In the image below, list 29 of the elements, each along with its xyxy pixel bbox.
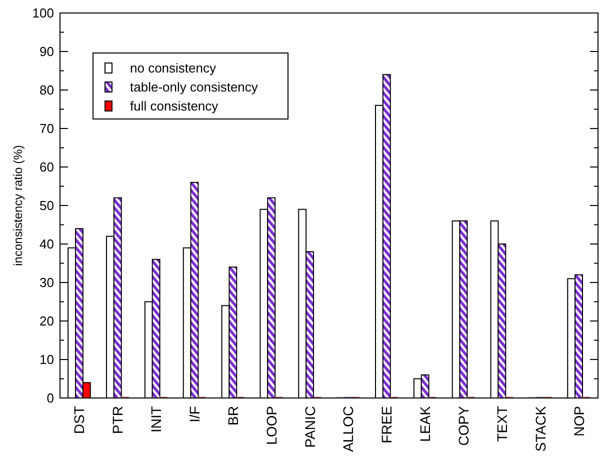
y-tick-label: 10 [40,352,54,368]
y-tick-label: 40 [40,236,54,252]
x-tick-label: NOP [570,406,587,436]
x-tick-label: LEAK [417,405,434,442]
x-tick-label: PANIC [302,406,318,448]
legend-label: no consistency [130,60,216,76]
x-tick-label: TEXT [494,406,510,442]
x-tick-label: FREE [378,406,395,444]
y-tick-label: 30 [40,275,54,290]
x-tick-label: ALLOC [340,406,356,452]
x-tick-label: I/F [186,406,202,422]
legend-label: table-only consistency [130,80,258,95]
x-tick-label: DST [71,406,88,434]
y-tick-label: 100 [32,6,54,21]
y-tick-label: 50 [40,198,54,214]
x-tick-label: COPY [456,405,472,446]
x-tick-label: BR [224,406,241,426]
legend-label: full consistency [130,98,219,114]
y-tick-label: 70 [40,121,54,136]
x-tick-label: STACK [532,405,548,452]
y-tick-label: 20 [40,314,54,329]
x-tick-label: PTR [110,406,126,434]
y-axis-title: inconsistency ratio (%) [11,145,25,266]
y-tick-label: 60 [40,160,54,175]
x-tick-label: LOOP [263,406,280,445]
y-tick-label: 0 [46,390,54,406]
y-tick-label: 90 [40,44,54,60]
y-tick-label: 80 [40,82,54,98]
x-tick-label: INIT [148,406,164,432]
